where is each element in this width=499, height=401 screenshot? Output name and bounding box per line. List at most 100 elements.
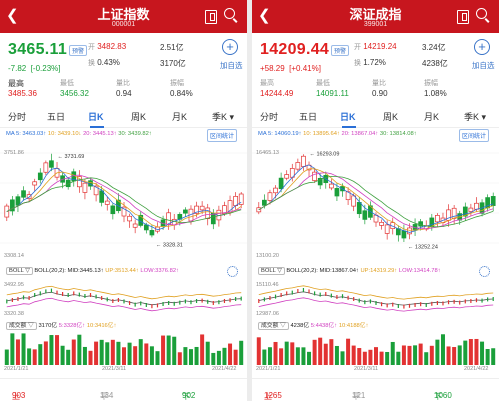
volume-bar <box>480 341 485 365</box>
candle-body <box>183 209 188 214</box>
candle-body <box>334 188 340 197</box>
add-watchlist-icon[interactable]: + <box>222 39 238 55</box>
volume-bar <box>307 351 312 365</box>
candle-body <box>37 172 43 181</box>
amount: 4238亿 <box>422 59 448 68</box>
candle-body <box>104 200 110 205</box>
date-end: 2021/4/22 <box>212 366 237 372</box>
boll-legend: BOLL ▽ BOLL(20,2): MID:13867.04↑ UP:1431… <box>258 267 441 275</box>
tab-5day[interactable]: 五日 <box>299 112 318 122</box>
candle-body <box>21 190 26 198</box>
volume-bar <box>15 339 20 365</box>
tab-monthly-k[interactable]: 月K <box>424 112 440 122</box>
candlestick-chart[interactable]: 3751.86 3308.14 ← 3731.69 ← 3328.31 <box>0 145 247 263</box>
period-tabs: 分时 五日 日K 周K 月K 季K ▾ <box>252 105 499 128</box>
volume-bar <box>233 349 238 365</box>
volume-ratio-label: 量比 <box>116 80 130 87</box>
volume-legend: 成交额 ▽ 4238亿 5:4438亿↑ 10:4188亿↑ <box>258 320 368 330</box>
share-icon[interactable] <box>457 10 469 24</box>
volume-bar <box>491 348 496 365</box>
volume-bar <box>323 343 328 365</box>
tab-daily-k[interactable]: 日K <box>88 112 104 128</box>
volume-bar <box>318 337 323 365</box>
add-watchlist-label[interactable]: 加自选 <box>220 61 243 70</box>
add-watchlist-label[interactable]: 加自选 <box>472 61 495 70</box>
share-icon[interactable] <box>205 10 217 24</box>
date-mid: 2021/3/11 <box>102 366 127 372</box>
candlestick-chart[interactable]: 16465.13 13100.20 ← 16293.09 ← 13252.24 <box>252 145 499 263</box>
candle-body <box>379 221 384 226</box>
volume-bar <box>440 334 445 365</box>
candle-body <box>401 230 407 239</box>
volume-bar <box>110 339 115 365</box>
range-stats-button[interactable]: 区间统计 <box>207 129 238 142</box>
search-icon[interactable] <box>224 8 235 19</box>
tab-monthly-k[interactable]: 月K <box>172 112 188 122</box>
candle-body <box>194 205 199 214</box>
range-stats-button[interactable]: 区间统计 <box>459 129 490 142</box>
boll-chart[interactable]: 3492.95 3320.38 <box>0 279 247 317</box>
high-label: 最高 <box>8 79 24 88</box>
back-icon[interactable]: ❮ <box>258 7 271 24</box>
ma-line <box>258 175 494 228</box>
boll-upper <box>6 285 242 300</box>
candle-body <box>356 202 362 215</box>
candle-body <box>312 171 317 181</box>
search-icon[interactable] <box>476 8 487 19</box>
back-icon[interactable]: ❮ <box>6 7 19 24</box>
volume-bar <box>66 349 71 365</box>
settings-gear-icon[interactable] <box>227 266 238 277</box>
tab-daily-k[interactable]: 日K <box>340 112 356 128</box>
header-bar: ❮ 上证指数 000001 <box>0 0 247 33</box>
add-watchlist-icon[interactable]: + <box>474 39 490 55</box>
open-price: 开 14219.24 <box>354 42 397 51</box>
boll-chart[interactable]: 15110.46 12987.06 <box>252 279 499 317</box>
low-marker: ← 3328.31 <box>156 243 183 249</box>
volume-bar <box>295 347 300 365</box>
volume-chart[interactable] <box>252 330 499 365</box>
candle-body <box>238 193 244 205</box>
turnover-rate: 换 1.72% <box>354 58 386 67</box>
volume-bar <box>418 343 423 365</box>
candle-body <box>301 155 306 167</box>
alert-badge[interactable]: 预警 <box>331 45 350 56</box>
volume-bar <box>401 345 406 365</box>
tab-quarterly-k[interactable]: 季K ▾ <box>464 112 487 122</box>
boll-bottom-label: 3320.38 <box>4 311 24 317</box>
boll-top-label: 3492.95 <box>4 282 24 288</box>
tab-quarterly-k[interactable]: 季K ▾ <box>212 112 235 122</box>
candle-body <box>15 196 21 206</box>
period-tabs: 分时 五日 日K 周K 月K 季K ▾ <box>0 105 247 128</box>
price-change: -7.82 [-0.23%] <box>8 64 61 73</box>
tab-5day[interactable]: 五日 <box>47 112 66 122</box>
candle-body <box>43 162 49 173</box>
tab-intraday[interactable]: 分时 <box>8 112 27 122</box>
low-label: 最低 <box>316 80 330 87</box>
ma-legend: MA 5: 14060.19↑ 10: 13895.64↑ 20: 13867.… <box>258 131 417 137</box>
volume-chart[interactable] <box>0 330 247 365</box>
volume-bar <box>188 349 193 365</box>
panel-sh-index: ❮ 上证指数 000001 3465.11 预警 -7.82 [-0.23%] … <box>0 0 247 401</box>
candle-body <box>267 192 273 201</box>
volume-ratio-value: 0.90 <box>372 89 388 98</box>
tab-weekly-k[interactable]: 周K <box>131 112 147 122</box>
alert-badge[interactable]: 预警 <box>69 45 88 56</box>
volume-bar <box>329 339 334 365</box>
volume-ratio-value: 0.94 <box>116 89 132 98</box>
volume-bar <box>38 344 43 365</box>
candle-body <box>362 210 368 220</box>
header-bar: ❮ 深证成指 399001 <box>252 0 499 33</box>
amount: 3170亿 <box>160 59 186 68</box>
volume-bar <box>346 338 351 365</box>
tab-weekly-k[interactable]: 周K <box>383 112 399 122</box>
volume-bar <box>177 352 182 365</box>
candle-body <box>278 177 284 190</box>
page-title: 上证指数 <box>97 7 150 22</box>
y-axis-top-label: 3751.86 <box>4 150 24 156</box>
settings-gear-icon[interactable] <box>479 266 490 277</box>
tab-intraday[interactable]: 分时 <box>260 112 279 122</box>
volume-bar <box>10 333 15 365</box>
price-change: +58.29 [+0.41%] <box>260 64 321 73</box>
volume-bar <box>183 347 188 365</box>
volume-bar <box>284 341 289 365</box>
